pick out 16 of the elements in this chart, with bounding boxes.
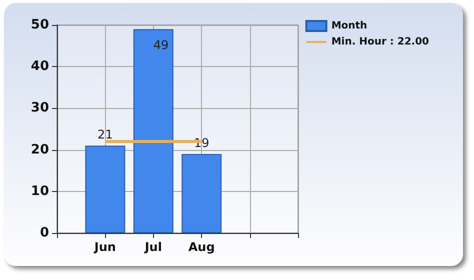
data-label: 49 <box>153 38 169 52</box>
y-tick-label: 20 <box>30 142 49 158</box>
y-tick-label: 30 <box>30 100 49 116</box>
y-tick-label: 10 <box>30 184 49 199</box>
legend-label: Month <box>331 20 368 32</box>
y-tick-label: 50 <box>30 18 49 32</box>
x-tick-label: Aug <box>188 240 215 254</box>
legend-label: Min. Hour : 22.00 <box>331 36 430 48</box>
bar <box>133 29 174 233</box>
data-label: 21 <box>98 128 113 142</box>
y-tick-label: 0 <box>40 226 49 240</box>
y-tick-label: 40 <box>30 59 49 74</box>
bar <box>182 154 222 233</box>
bar <box>85 146 126 233</box>
x-tick-label: Jul <box>144 240 162 254</box>
x-tick-label: Jun <box>93 240 116 254</box>
